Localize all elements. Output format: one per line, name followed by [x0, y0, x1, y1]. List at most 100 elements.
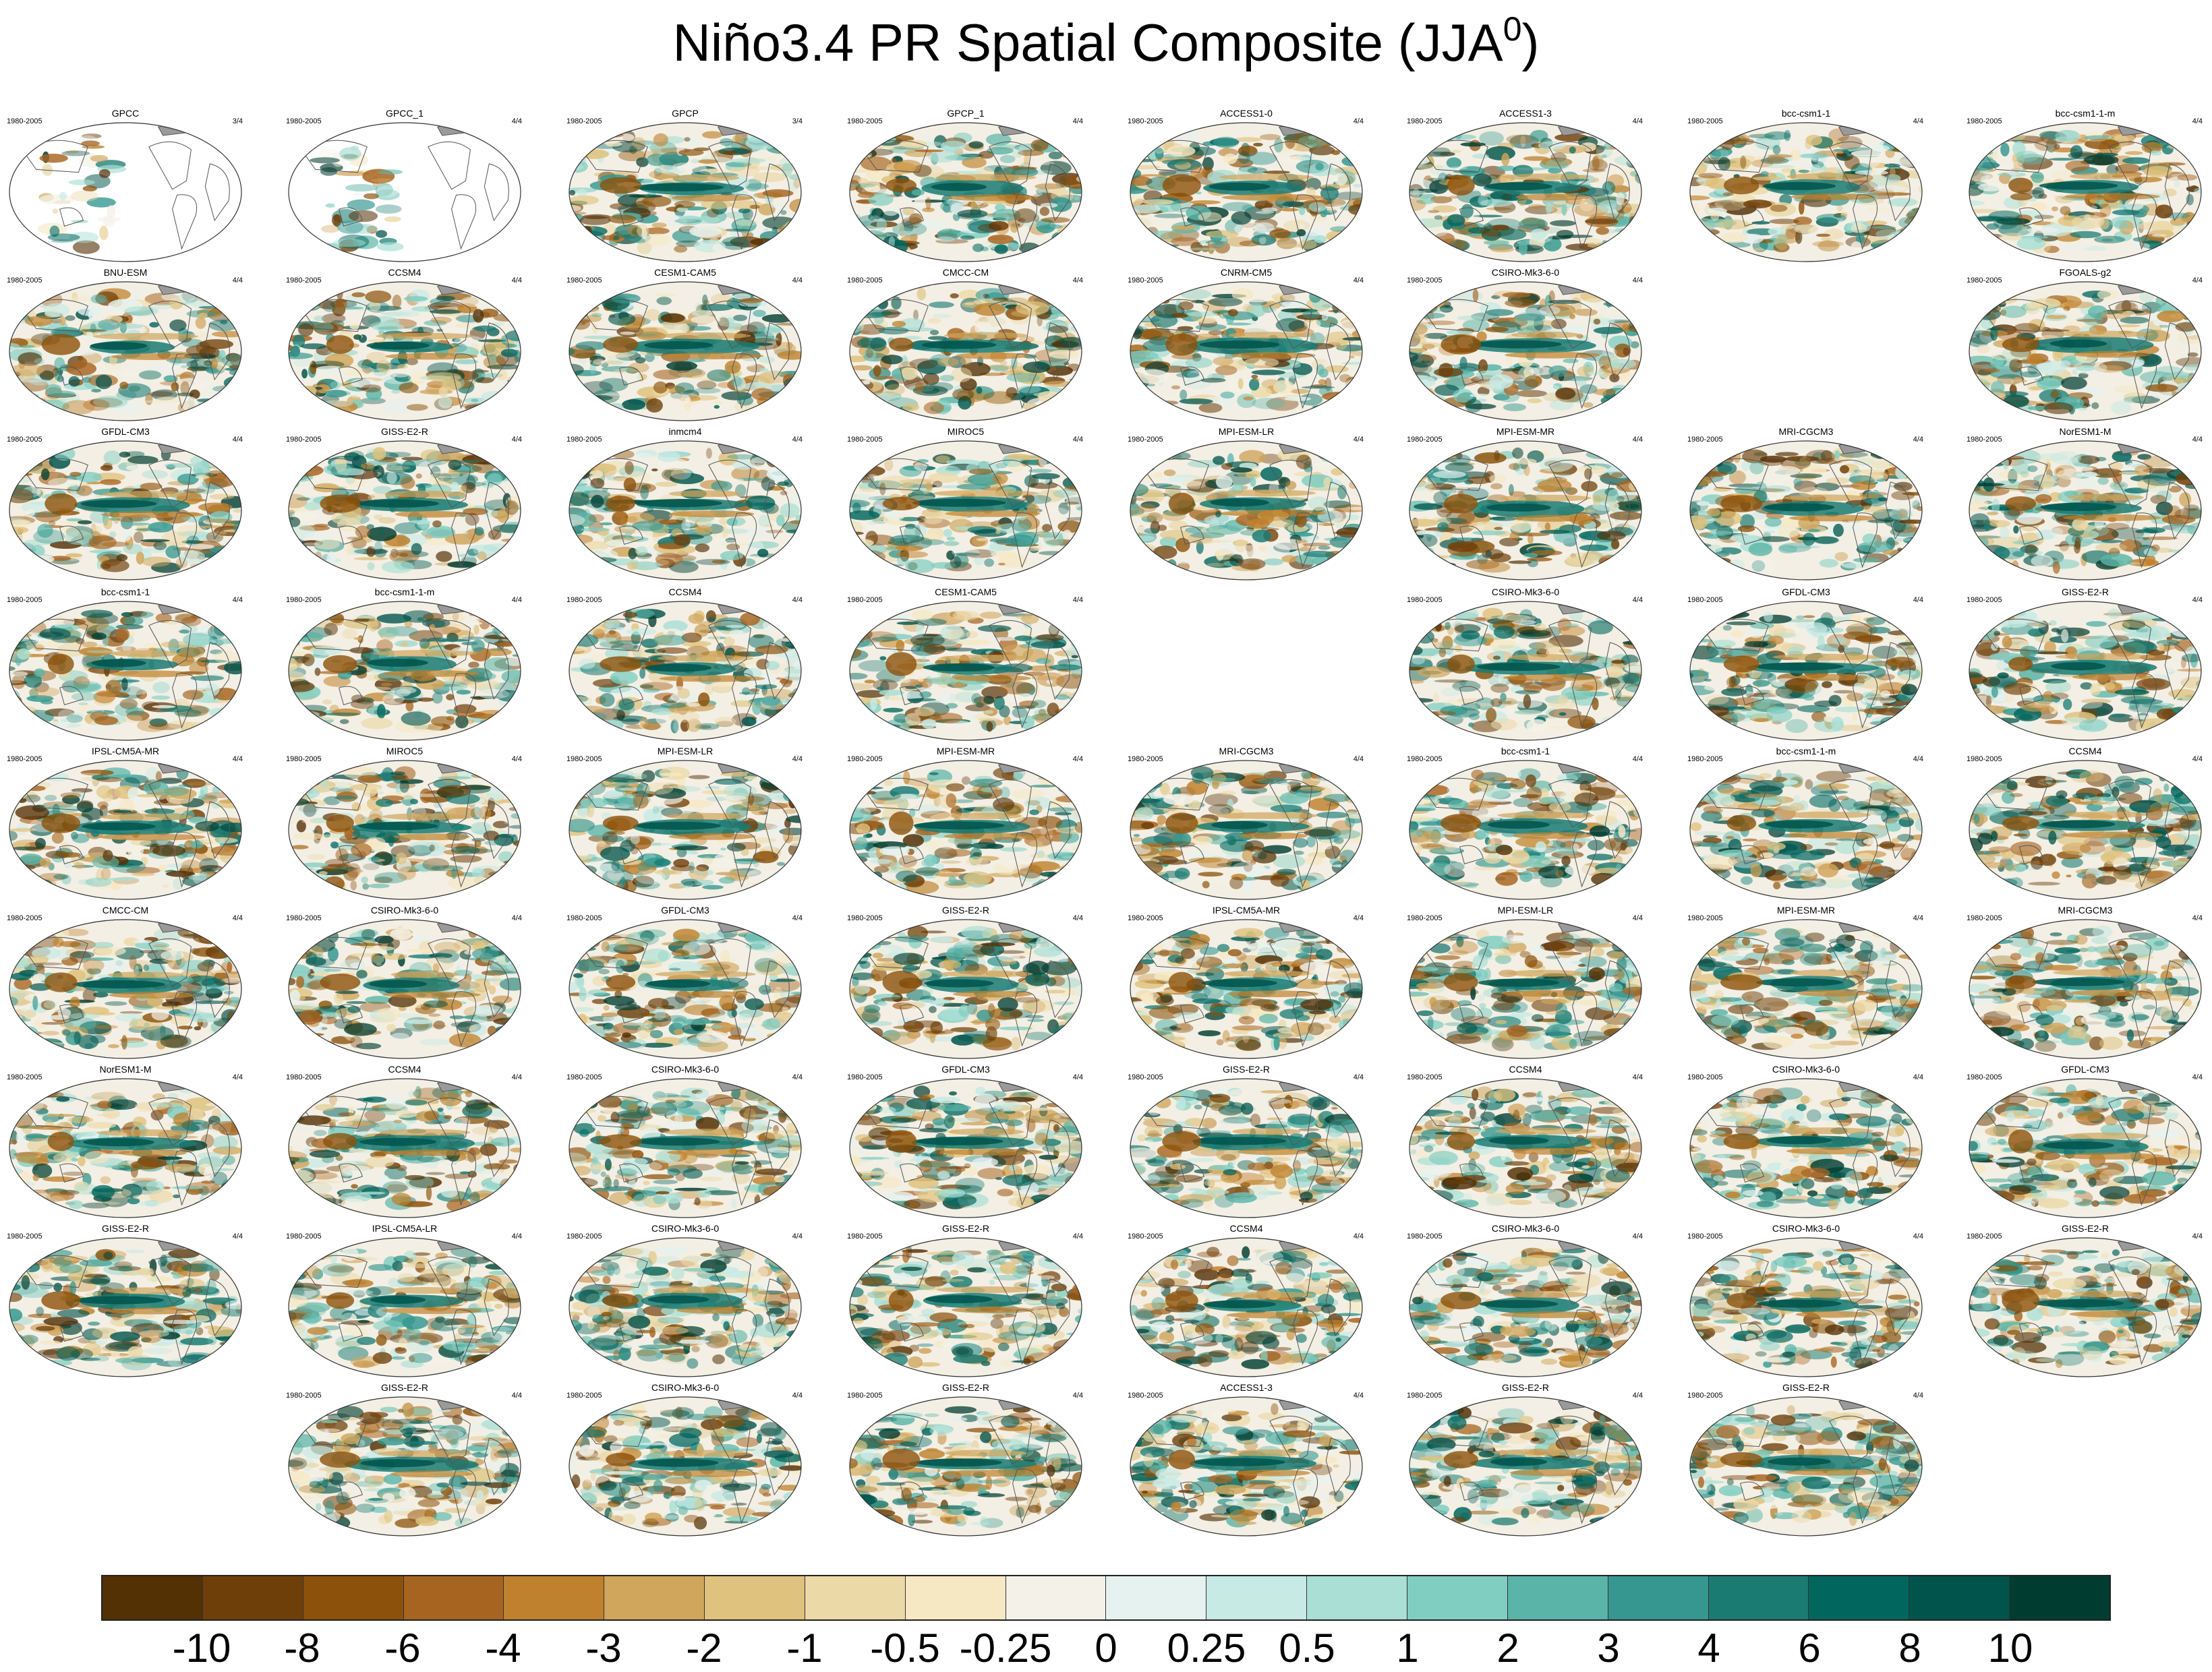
- colorbar-swatch: [1106, 1576, 1207, 1619]
- panel-title: CMCC-CM: [942, 267, 989, 278]
- map-panel: MRI-CGCM3 1980-2005 4/4: [1686, 426, 1926, 585]
- global-map: [1689, 760, 1923, 900]
- panel-fraction: 4/4: [1072, 1232, 1083, 1241]
- panel-period: 1980-2005: [7, 436, 42, 444]
- colorbar-tick-label: 2: [1496, 1625, 1519, 1671]
- panel-period: 1980-2005: [1967, 914, 2002, 922]
- panel-title: CCSM4: [1229, 1223, 1263, 1234]
- panel-fraction: 4/4: [1353, 1392, 1364, 1400]
- colorbar-tick-label: 0: [1095, 1625, 1117, 1671]
- panel-title: CSIRO-Mk3-6-0: [370, 905, 439, 916]
- panel-period: 1980-2005: [1407, 596, 1443, 604]
- panel-fraction: 4/4: [232, 596, 243, 604]
- panel-fraction: 4/4: [792, 276, 803, 285]
- panel-fraction: 4/4: [1913, 1392, 1923, 1400]
- map-panel: MPI-ESM-LR 1980-2005 4/4: [1405, 905, 1646, 1064]
- global-map: [9, 1237, 242, 1377]
- panel-period: 1980-2005: [1128, 1073, 1163, 1081]
- colorbar-tick-label: -4: [485, 1625, 521, 1671]
- colorbar-tick-label: -10: [172, 1625, 231, 1671]
- panel-title: GISS-E2-R: [380, 426, 428, 437]
- map-panel: GISS-E2-R 1980-2005 4/4: [285, 1382, 525, 1541]
- panel-period: 1980-2005: [1407, 1392, 1443, 1400]
- panel-fraction: 4/4: [232, 1232, 243, 1241]
- panel-period: 1980-2005: [286, 914, 322, 922]
- panel-title: CSIRO-Mk3-6-0: [651, 1064, 720, 1075]
- panel-title: CCSM4: [668, 587, 702, 597]
- map-panel: GFDL-CM3 1980-2005 4/4: [1965, 1064, 2205, 1223]
- colorbar-swatch: [705, 1576, 805, 1619]
- map-panel: CSIRO-Mk3-6-0 1980-2005 4/4: [1686, 1064, 1926, 1223]
- map-panel: NorESM1-M 1980-2005 4/4: [5, 1064, 245, 1223]
- panel-title: GISS-E2-R: [2061, 587, 2109, 597]
- panel-title: GISS-E2-R: [941, 1223, 989, 1234]
- panel-period: 1980-2005: [1128, 755, 1163, 763]
- global-map: [9, 1078, 242, 1218]
- panel-period: 1980-2005: [286, 276, 322, 285]
- title-main: Niño3.4 PR Spatial Composite (JJA: [672, 13, 1503, 72]
- map-panel: CSIRO-Mk3-6-0 1980-2005 4/4: [565, 1223, 805, 1382]
- colorbar-tick-label: -6: [384, 1625, 421, 1671]
- panel-period: 1980-2005: [286, 1232, 322, 1241]
- panel-period: 1980-2005: [1967, 1232, 2002, 1241]
- panel-fraction: 4/4: [2192, 436, 2203, 444]
- global-map: [1689, 122, 1923, 262]
- colorbar-tick-label: 1: [1396, 1625, 1419, 1671]
- panel-period: 1980-2005: [847, 1392, 883, 1400]
- map-panel: bcc-csm1-1 1980-2005 4/4: [1405, 746, 1646, 905]
- colorbar-swatch: [1809, 1576, 1910, 1619]
- panel-fraction: 4/4: [1632, 1232, 1643, 1241]
- global-map: [9, 281, 242, 421]
- panel-title: CCSM4: [2068, 746, 2102, 756]
- panel-title: GISS-E2-R: [941, 905, 989, 916]
- panel-fraction: 4/4: [1072, 117, 1083, 125]
- global-map: [1689, 1396, 1923, 1536]
- panel-title: GISS-E2-R: [380, 1382, 428, 1393]
- panel-fraction: 4/4: [1632, 914, 1643, 922]
- panel-period: 1980-2005: [7, 596, 42, 604]
- map-panel: GFDL-CM3 1980-2005 4/4: [5, 426, 245, 585]
- map-panel: GPCC 1980-2005 3/4: [5, 108, 245, 267]
- panel-title: bcc-csm1-1: [1501, 746, 1550, 756]
- panel-title: MIROC5: [386, 746, 424, 756]
- panel-title: CESM1-CAM5: [935, 587, 997, 597]
- panel-title: MIROC5: [947, 426, 985, 437]
- colorbar-tick-label: 3: [1597, 1625, 1620, 1671]
- panel-title: MPI-ESM-LR: [1218, 426, 1275, 437]
- map-panel: CCSM4 1980-2005 4/4: [1405, 1064, 1646, 1223]
- global-map: [1969, 601, 2202, 741]
- panel-period: 1980-2005: [7, 1232, 42, 1241]
- panel-fraction: 4/4: [232, 276, 243, 285]
- panel-fraction: 4/4: [1072, 1392, 1083, 1400]
- map-panel: CSIRO-Mk3-6-0 1980-2005 4/4: [565, 1064, 805, 1223]
- colorbar-tick-label: 8: [1898, 1625, 1921, 1671]
- panel-title: MRI-CGCM3: [1219, 746, 1274, 756]
- colorbar-swatch: [403, 1576, 504, 1619]
- global-map: [849, 601, 1082, 741]
- global-map: [569, 1078, 802, 1218]
- panel-period: 1980-2005: [1687, 596, 1723, 604]
- map-panel: GISS-E2-R 1980-2005 4/4: [1965, 1223, 2205, 1382]
- panel-title: GISS-E2-R: [2061, 1223, 2109, 1234]
- panel-fraction: 4/4: [2192, 596, 2203, 604]
- panel-title: CSIRO-Mk3-6-0: [1772, 1223, 1840, 1234]
- colorbar-swatch: [905, 1576, 1006, 1619]
- panel-fraction: 4/4: [511, 596, 522, 604]
- global-map: [1130, 1396, 1363, 1536]
- global-map: [849, 1396, 1082, 1536]
- panel-fraction: 4/4: [2192, 914, 2203, 922]
- panel-title: GISS-E2-R: [1501, 1382, 1549, 1393]
- panel-fraction: 4/4: [1353, 755, 1364, 763]
- title-superscript: 0: [1503, 10, 1522, 48]
- global-map: [1969, 760, 2202, 900]
- panel-period: 1980-2005: [1967, 276, 2002, 285]
- panel-title: CCSM4: [1509, 1064, 1542, 1075]
- panel-fraction: 4/4: [1353, 436, 1364, 444]
- panel-title: MPI-ESM-LR: [1497, 905, 1554, 916]
- panel-title: CSIRO-Mk3-6-0: [1491, 587, 1560, 597]
- panel-period: 1980-2005: [1128, 117, 1163, 125]
- panel-fraction: 4/4: [1913, 1232, 1923, 1241]
- colorbar-swatch: [805, 1576, 906, 1619]
- panel-fraction: 4/4: [511, 1073, 522, 1081]
- panel-title: CESM1-CAM5: [654, 267, 716, 278]
